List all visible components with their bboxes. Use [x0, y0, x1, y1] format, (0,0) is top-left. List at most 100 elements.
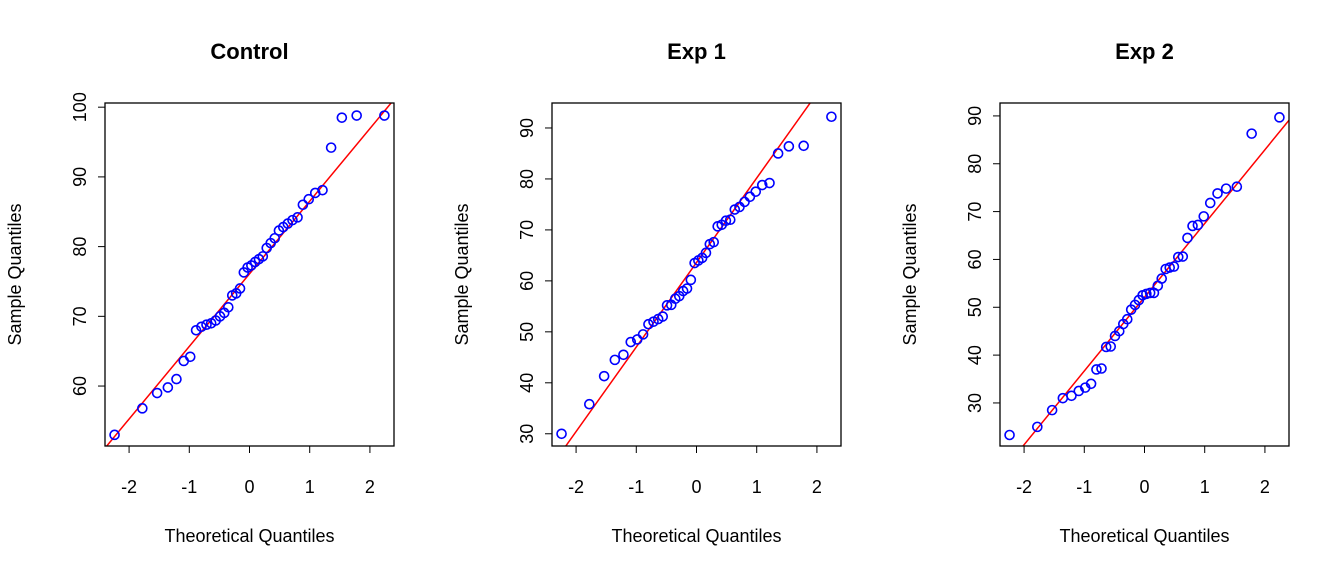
- point: [379, 110, 390, 121]
- x-axis-title: Theoretical Quantiles: [611, 526, 781, 546]
- y-axis-title: Sample Quantiles: [5, 203, 25, 345]
- point: [257, 251, 269, 262]
- point: [1192, 219, 1204, 231]
- point: [1204, 197, 1216, 209]
- point: [109, 429, 120, 441]
- point: [1105, 341, 1117, 352]
- point: [297, 199, 309, 211]
- x-tick-label: 1: [752, 477, 762, 497]
- x-tick-label: 0: [691, 477, 701, 497]
- x-tick-label: 2: [1260, 477, 1270, 497]
- point: [1177, 251, 1189, 262]
- y-tick-label: 70: [70, 306, 90, 326]
- point: [196, 321, 207, 333]
- point: [351, 110, 362, 121]
- y-tick-label: 60: [70, 376, 90, 396]
- x-tick-label: 2: [812, 477, 822, 497]
- y-tick-label: 50: [517, 322, 537, 342]
- y-tick-label: 60: [517, 271, 537, 291]
- x-tick-label: 1: [305, 477, 315, 497]
- reference-line: [105, 103, 393, 446]
- point: [1004, 429, 1015, 441]
- point: [826, 111, 837, 123]
- point: [1066, 390, 1077, 402]
- y-tick-label: 60: [965, 249, 985, 269]
- point: [685, 274, 697, 286]
- point: [184, 351, 196, 363]
- x-tick-label: -2: [1016, 477, 1032, 497]
- point: [223, 301, 234, 313]
- point: [1168, 261, 1180, 272]
- y-tick-label: 30: [517, 424, 537, 444]
- plot-box: [999, 102, 1290, 447]
- y-tick-label: 40: [517, 373, 537, 393]
- y-tick-label: 40: [965, 345, 985, 365]
- y-tick-label: 90: [70, 167, 90, 187]
- point: [325, 142, 337, 153]
- point: [1144, 287, 1156, 299]
- panel: Control Theoretical Quantiles Sample Quant…: [5, 39, 395, 546]
- point: [1220, 183, 1232, 194]
- panel-title: Exp 2: [1115, 39, 1174, 64]
- point: [1172, 251, 1184, 263]
- panel: Exp 2 Theoretical Quantiles Sample Quantil…: [900, 39, 1290, 546]
- panel-title: Control: [210, 39, 288, 64]
- point: [287, 214, 298, 226]
- x-tick-label: 1: [1200, 477, 1210, 497]
- y-tick-label: 50: [965, 297, 985, 317]
- x-tick-label: 0: [244, 477, 254, 497]
- y-axis-title: Sample Quantiles: [452, 203, 472, 345]
- point: [625, 336, 637, 348]
- point: [618, 349, 629, 361]
- y-axis-title: Sample Quantiles: [900, 203, 920, 345]
- point: [708, 236, 720, 248]
- point: [1198, 211, 1210, 222]
- point: [657, 311, 669, 322]
- point: [556, 428, 567, 440]
- point: [681, 283, 693, 294]
- x-tick-label: -1: [181, 477, 197, 497]
- x-tick-label: -1: [628, 477, 644, 497]
- point: [1182, 232, 1193, 244]
- point: [1246, 128, 1257, 139]
- reference-line: [1022, 119, 1289, 446]
- point: [151, 387, 163, 399]
- point: [178, 355, 190, 367]
- point: [739, 196, 750, 208]
- point: [303, 193, 315, 205]
- point: [292, 212, 303, 223]
- x-axis-title: Theoretical Quantiles: [1059, 526, 1229, 546]
- y-tick-label: 70: [965, 202, 985, 222]
- panel: Exp 1 Theoretical Quantiles Sample Quantil…: [452, 39, 842, 546]
- point: [1164, 262, 1176, 273]
- point: [764, 177, 775, 189]
- point: [661, 300, 673, 311]
- panel-title: Exp 1: [667, 39, 726, 64]
- point: [336, 112, 348, 123]
- point: [772, 148, 784, 159]
- point: [724, 214, 736, 226]
- point: [1212, 188, 1223, 199]
- point: [1231, 181, 1243, 193]
- y-tick-label: 70: [517, 220, 537, 240]
- point: [609, 354, 621, 366]
- x-tick-label: -2: [568, 477, 584, 497]
- point: [744, 191, 756, 203]
- point: [1156, 273, 1168, 284]
- point: [234, 283, 246, 294]
- point: [637, 329, 649, 340]
- point: [1046, 404, 1058, 416]
- point: [756, 179, 768, 191]
- point: [1091, 364, 1102, 375]
- point: [720, 215, 732, 227]
- y-tick-label: 30: [965, 393, 985, 413]
- point: [317, 184, 328, 196]
- reference-line: [564, 103, 812, 446]
- point: [1096, 363, 1107, 374]
- point: [783, 141, 795, 152]
- point: [750, 186, 762, 197]
- x-tick-label: -2: [121, 477, 137, 497]
- point: [798, 140, 809, 152]
